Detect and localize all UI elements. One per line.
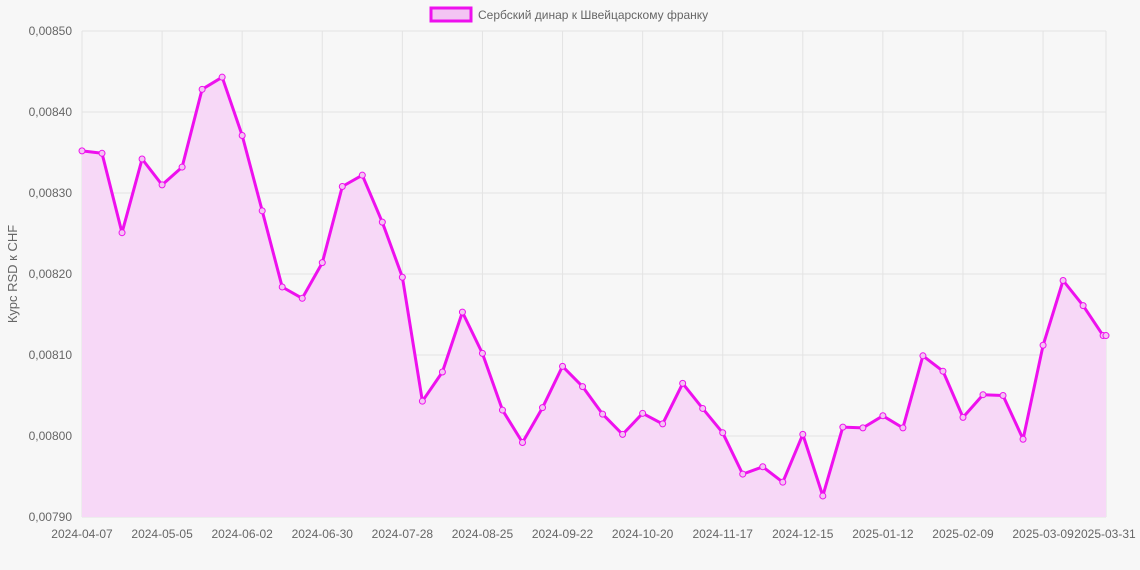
- y-tick-label: 0,00850: [29, 24, 73, 38]
- x-tick-label: 2024-12-15: [772, 527, 834, 541]
- data-point[interactable]: [639, 409, 647, 417]
- data-point[interactable]: [398, 273, 406, 281]
- y-tick-label: 0,00790: [29, 510, 73, 524]
- x-tick-label: 2024-10-20: [612, 527, 674, 541]
- data-point[interactable]: [539, 404, 547, 412]
- y-tick-label: 0,00830: [29, 186, 73, 200]
- x-tick-label: 2024-04-07: [51, 527, 113, 541]
- series-area: [82, 77, 1106, 517]
- x-axis-ticks: 2024-04-07 2024-05-05 2024-06-02 2024-06-30…: [51, 527, 1136, 541]
- data-point[interactable]: [779, 478, 787, 486]
- data-point[interactable]: [438, 368, 446, 376]
- data-point[interactable]: [458, 308, 466, 316]
- y-tick-label: 0,00810: [29, 348, 73, 362]
- point-layer: [78, 73, 1110, 500]
- data-point[interactable]: [919, 352, 927, 360]
- data-point[interactable]: [258, 207, 266, 215]
- data-point[interactable]: [78, 147, 86, 155]
- x-tick-label: 2025-02-09: [932, 527, 994, 541]
- data-point[interactable]: [1039, 341, 1047, 349]
- data-point[interactable]: [619, 430, 627, 438]
- data-point[interactable]: [338, 183, 346, 191]
- data-point[interactable]: [599, 410, 607, 418]
- x-tick-label: 2024-06-02: [211, 527, 273, 541]
- legend-swatch[interactable]: [429, 6, 473, 23]
- legend-label[interactable]: Сербский динар к Швейцарскому франку: [478, 8, 708, 22]
- data-point[interactable]: [318, 259, 326, 267]
- x-tick-label: 2024-09-22: [532, 527, 594, 541]
- data-point[interactable]: [559, 362, 567, 370]
- data-point[interactable]: [378, 218, 386, 226]
- data-point[interactable]: [739, 470, 747, 478]
- data-point[interactable]: [98, 149, 106, 157]
- x-tick-label: 2024-11-17: [692, 527, 753, 541]
- data-point[interactable]: [979, 391, 987, 399]
- data-point[interactable]: [899, 424, 907, 432]
- data-point[interactable]: [498, 406, 506, 414]
- x-tick-label: 2024-08-25: [452, 527, 514, 541]
- data-point[interactable]: [879, 412, 887, 420]
- x-tick-label: 2024-05-05: [131, 527, 193, 541]
- data-point[interactable]: [1102, 332, 1110, 340]
- data-point[interactable]: [138, 155, 146, 163]
- data-point[interactable]: [1059, 276, 1067, 284]
- data-point[interactable]: [659, 420, 667, 428]
- data-point[interactable]: [999, 392, 1007, 399]
- data-point[interactable]: [799, 430, 807, 438]
- data-point[interactable]: [1019, 435, 1027, 443]
- data-point[interactable]: [198, 85, 206, 93]
- data-point[interactable]: [759, 463, 767, 471]
- data-point[interactable]: [1079, 302, 1087, 310]
- data-point[interactable]: [859, 424, 867, 432]
- data-point[interactable]: [178, 163, 186, 171]
- data-point[interactable]: [278, 283, 286, 291]
- data-point[interactable]: [819, 492, 827, 500]
- data-point[interactable]: [238, 131, 246, 139]
- y-axis-ticks: 0,00850 0,00840 0,00830 0,00820 0,00810 0,008…: [29, 24, 73, 524]
- area-layer: [82, 77, 1106, 517]
- data-point[interactable]: [478, 349, 486, 357]
- data-point[interactable]: [518, 438, 526, 446]
- data-point[interactable]: [298, 294, 306, 302]
- y-axis-title: Курс RSD к CHF: [5, 225, 20, 323]
- data-point[interactable]: [358, 171, 366, 179]
- y-tick-label: 0,00820: [29, 267, 73, 281]
- data-point[interactable]: [218, 73, 226, 81]
- x-tick-label: 2024-07-28: [372, 527, 434, 541]
- data-point[interactable]: [418, 397, 426, 405]
- data-point[interactable]: [959, 413, 967, 421]
- data-point[interactable]: [118, 229, 126, 237]
- data-point[interactable]: [679, 379, 687, 387]
- data-point[interactable]: [158, 181, 166, 189]
- x-tick-label: 2025-03-31: [1074, 527, 1136, 541]
- x-tick-label: 2025-03-09: [1012, 527, 1074, 541]
- data-point[interactable]: [939, 367, 947, 375]
- data-point[interactable]: [579, 383, 587, 391]
- data-point[interactable]: [699, 404, 707, 412]
- x-tick-label: 2024-06-30: [292, 527, 354, 541]
- data-point[interactable]: [719, 429, 727, 437]
- y-tick-label: 0,00840: [29, 105, 73, 119]
- data-point[interactable]: [839, 423, 847, 431]
- legend[interactable]: Сербский динар к Швейцарскому франку: [429, 6, 708, 23]
- x-tick-label: 2025-01-12: [852, 527, 914, 541]
- y-tick-label: 0,00800: [29, 429, 73, 443]
